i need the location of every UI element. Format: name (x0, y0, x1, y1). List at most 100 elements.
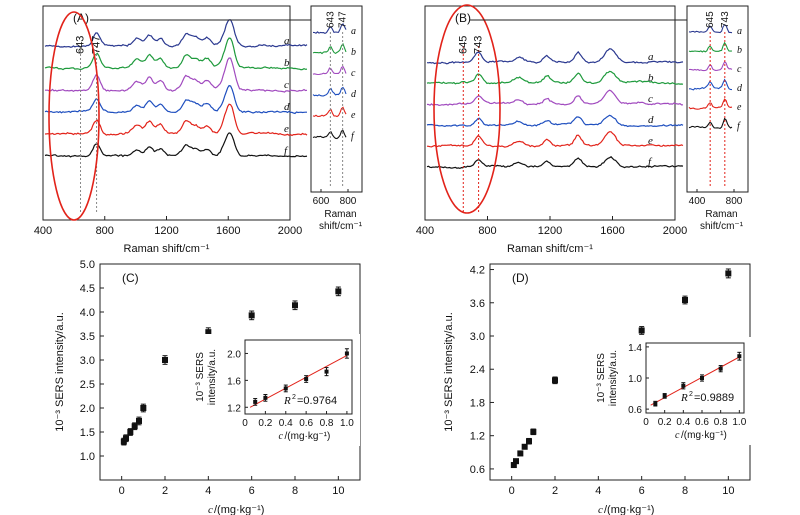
x-tick-label: 10 (332, 485, 344, 497)
inset-x-tick-label: 0.6 (299, 418, 313, 429)
inset-peak-label: 743 (720, 11, 731, 28)
x-tick-label: 800 (478, 225, 496, 237)
x-axis-label: Raman shift/cm⁻¹ (124, 243, 210, 255)
inset-frame (686, 5, 749, 193)
inset-data-point (653, 401, 658, 406)
data-point (682, 297, 688, 303)
inset-bg (175, 334, 360, 446)
x-tick-label: 2 (552, 485, 558, 497)
x-tick-label: 2000 (278, 225, 302, 237)
inset-data-point (283, 386, 288, 391)
x-tick-label: 4 (205, 485, 211, 497)
y-tick-label: 3.0 (470, 331, 485, 343)
inset-y-label-1: 10⁻³ SERS (195, 352, 206, 402)
spectrum-line-c (426, 89, 684, 107)
series-label: d (284, 101, 290, 113)
inset-peak-label: 747 (338, 11, 349, 28)
series-label: d (648, 114, 654, 126)
data-point (521, 443, 528, 450)
inset-y-label-1: 10⁻³ SERS (596, 353, 607, 403)
inset-series-label: e (351, 110, 356, 121)
data-point (127, 429, 134, 435)
y-tick-label: 5.0 (80, 259, 95, 271)
data-point (517, 450, 524, 457)
x-tick-label: 8 (292, 485, 298, 497)
inset-x-label-unit: /(mg·kg⁻¹) (285, 431, 331, 442)
x-tick-label: 1200 (538, 225, 562, 237)
inset-line-e (688, 98, 733, 110)
series-label: b (648, 72, 654, 84)
series-label: f (284, 145, 289, 157)
x-axis-label-unit: /(mg·kg⁻¹) (214, 504, 264, 515)
series-label: e (284, 123, 289, 135)
x-tick-label: 4 (595, 485, 601, 497)
x-tick-label: 8 (682, 485, 688, 497)
y-axis-label: 10⁻³ SERS intensity/a.u. (443, 312, 455, 432)
inset-series-label: a (351, 26, 356, 37)
inset-line-a (312, 22, 347, 35)
spectrum-line-b (44, 37, 308, 71)
r2-value: =0.9764 (297, 395, 337, 407)
series-label: b (284, 57, 290, 69)
spectrum-line-d (426, 114, 684, 128)
inset-x-label-1: Raman (705, 209, 737, 220)
inset-data-point (737, 354, 742, 359)
x-tick-label: 2 (162, 485, 168, 497)
inset-data-point (253, 399, 258, 404)
inset-x-label-var: c (279, 431, 284, 442)
r2-superscript: 2 (292, 394, 296, 401)
data-point (513, 458, 519, 465)
data-point (725, 270, 732, 277)
x-axis-label-unit: /(mg·kg⁻¹) (604, 504, 654, 515)
y-tick-label: 0.6 (470, 464, 485, 476)
y-tick-label: 3.0 (80, 355, 95, 367)
inset-x-tick-label: 0.8 (714, 417, 728, 428)
spectrum-line-a (426, 48, 684, 65)
inset-series-label: c (351, 68, 356, 79)
inset-series-label: d (737, 83, 743, 94)
inset-line-f (688, 117, 733, 130)
inset-line-d (312, 86, 347, 97)
scatter-panel-D: (D)0 2 4 6 8 100.61.21.82.43.03.64.2c/(mg·kg⁻… (443, 263, 752, 515)
inset-series-label: c (737, 64, 742, 75)
spectrum-line-f (426, 156, 684, 170)
inset-line-b (688, 41, 733, 53)
inset-x-tick-label: 0.6 (695, 417, 709, 428)
inset-line-b (312, 42, 347, 55)
inset-x-tick-label: 0 (242, 418, 248, 429)
spectrum-line-b (426, 70, 684, 85)
inset-x-label-2: shift/cm⁻¹ (700, 221, 744, 232)
data-point (526, 438, 532, 445)
inset-peak-label: 645 (705, 11, 716, 28)
y-tick-label: 2.5 (80, 379, 95, 391)
inset-x-tick-label: 800 (340, 196, 357, 207)
data-point (638, 327, 645, 334)
y-axis-label: 10⁻³ SERS intensity/a.u. (54, 312, 66, 432)
spectrum-line-a (44, 19, 308, 48)
inset-peak-label: 643 (325, 11, 336, 28)
inset-x-label-2: shift/cm⁻¹ (319, 221, 363, 232)
y-tick-label: 4.5 (80, 283, 95, 295)
y-tick-label: 3.5 (80, 331, 95, 343)
highlight-ellipse (48, 11, 100, 221)
inset-line-e (312, 106, 347, 118)
data-point (140, 405, 147, 411)
inset-data-point (681, 383, 686, 388)
peak-label: 643 (75, 36, 87, 54)
panel-label: (B) (455, 11, 471, 25)
inset-y-tick-label: 1.2 (227, 403, 241, 414)
scatter-panel-C: (C)0 2 4 6 8 101.01.52.02.53.03.54.04.55.0c/(… (54, 259, 361, 515)
inset-x-tick-label: 1.0 (340, 418, 354, 429)
inset-x-tick-label: 800 (726, 196, 743, 207)
series-label: c (284, 79, 289, 91)
inset-y-label-2: intensity/a.u. (207, 349, 218, 405)
inset-y-tick-label: 2.0 (227, 349, 241, 360)
x-tick-label: 800 (96, 225, 114, 237)
y-tick-label: 1.5 (80, 427, 95, 439)
inset-series-label: f (351, 131, 355, 142)
inset-x-label-unit: /(mg·kg⁻¹) (681, 430, 727, 441)
inset-frame (310, 5, 363, 193)
inset-series-label: e (737, 102, 742, 113)
